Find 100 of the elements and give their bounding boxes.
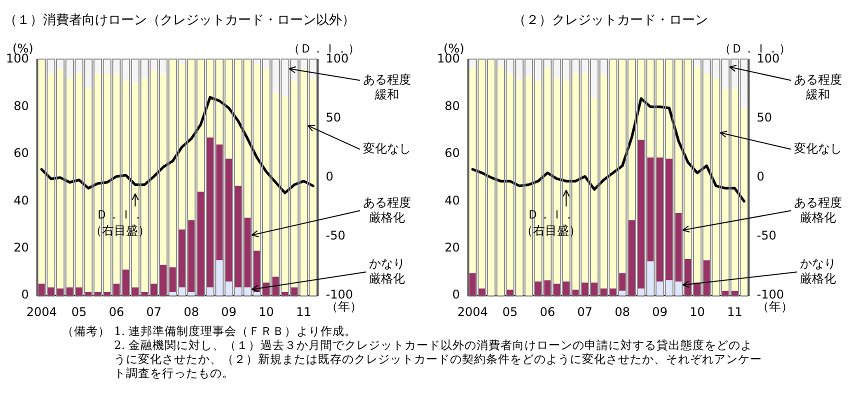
bar — [703, 60, 710, 74]
bar — [38, 60, 45, 284]
bar — [197, 192, 204, 296]
legend-label: Ｄ．Ｉ．（右目盛） — [521, 207, 582, 238]
bar — [57, 69, 64, 289]
bar — [638, 140, 644, 289]
bar — [160, 264, 167, 296]
text: ある程度厳格化 — [794, 195, 842, 224]
bar — [76, 287, 82, 296]
bar — [141, 292, 148, 296]
x-tick-label: 06 — [108, 304, 124, 319]
bar — [666, 158, 672, 280]
bar — [263, 60, 270, 70]
bar — [638, 60, 644, 140]
bar — [666, 60, 672, 159]
bar — [150, 60, 158, 72]
bar — [647, 158, 654, 262]
bar — [722, 290, 729, 296]
bar — [582, 60, 588, 74]
bar — [591, 60, 598, 99]
y2-tick-label: -50 — [326, 228, 346, 243]
bar — [263, 69, 270, 283]
bar — [506, 290, 514, 296]
text: ある程度緩和 — [363, 72, 411, 102]
bar — [178, 230, 186, 288]
bar — [469, 273, 476, 296]
bar — [675, 60, 682, 213]
bar — [712, 60, 720, 78]
bar — [169, 292, 176, 296]
x-tick-label: 07 — [577, 304, 593, 319]
x-tick-label: 09 — [221, 304, 236, 319]
bar — [534, 60, 542, 81]
bar — [122, 60, 130, 81]
bar — [141, 78, 148, 292]
bar — [234, 287, 242, 296]
y2-tick-label: 50 — [756, 110, 772, 125]
bar — [506, 60, 514, 74]
y-tick-label: 60 — [14, 146, 29, 160]
text: ある程度厳格化 — [363, 195, 411, 224]
bar — [712, 78, 720, 296]
bar — [497, 60, 504, 67]
bar — [66, 60, 73, 78]
bar — [178, 64, 186, 230]
bar — [310, 78, 316, 296]
y2-tick-label: 50 — [326, 110, 342, 125]
bar — [282, 60, 288, 96]
bar — [591, 98, 598, 283]
bar — [619, 290, 626, 296]
bar — [572, 290, 579, 296]
y-tick-label: 0 — [21, 288, 29, 302]
y2-tick-label: 0 — [756, 170, 764, 184]
bar — [150, 71, 158, 284]
bar — [656, 158, 664, 282]
bar — [703, 74, 710, 260]
bar — [188, 292, 195, 296]
y2-tick-label: -100 — [756, 288, 784, 302]
bar — [591, 282, 598, 296]
bar — [731, 290, 738, 296]
bar — [244, 287, 251, 296]
x-tick-label: 05 — [502, 304, 518, 319]
bar — [263, 282, 270, 296]
bar — [244, 218, 251, 288]
bar — [282, 292, 288, 296]
bar — [254, 64, 260, 251]
bar — [722, 60, 729, 90]
bar — [554, 284, 560, 296]
bar — [160, 60, 167, 74]
x-tick-label: 08 — [614, 304, 630, 319]
bar — [600, 60, 607, 75]
x-tick-label: 11 — [727, 304, 742, 319]
bar — [562, 60, 570, 81]
bar — [272, 276, 279, 296]
text: 変化なし — [794, 141, 842, 156]
bar — [234, 60, 242, 186]
bar — [675, 281, 682, 296]
bar — [656, 60, 664, 158]
x-axis-title: （年） — [326, 300, 362, 314]
y-axis-title: (%) — [12, 42, 34, 56]
bar — [76, 74, 82, 288]
bar — [226, 158, 232, 282]
bar — [572, 60, 579, 74]
bar — [254, 292, 260, 296]
x-tick-label: 08 — [184, 304, 200, 319]
bar — [600, 74, 607, 289]
bar — [104, 60, 110, 74]
bar — [694, 66, 701, 283]
bar — [122, 270, 130, 296]
y-tick-label: 20 — [14, 240, 29, 255]
bar — [188, 220, 195, 292]
bar — [722, 89, 729, 291]
bar — [206, 60, 214, 138]
bar — [48, 287, 54, 296]
x-tick-label: 11 — [296, 304, 312, 319]
y-tick-label: 60 — [444, 146, 460, 160]
bar — [291, 287, 298, 296]
bar — [582, 74, 588, 283]
text: 変化なし — [363, 141, 411, 156]
text: かなり厳格化 — [800, 256, 836, 286]
bar — [600, 288, 607, 296]
y2-tick-label: 0 — [326, 170, 334, 184]
